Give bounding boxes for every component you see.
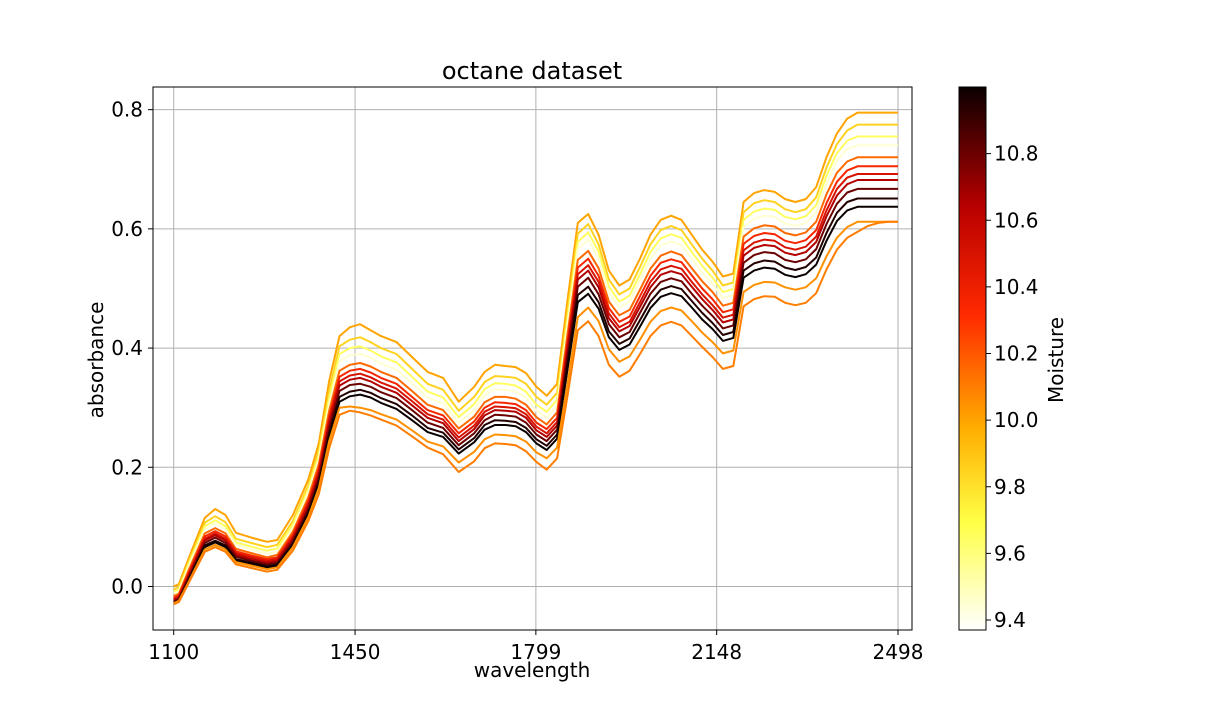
x-tick-label: 1100: [148, 640, 199, 664]
spectrum-line-3: [173, 144, 898, 595]
colorbar-tick-label: 10.8: [994, 142, 1039, 166]
x-tick-label: 1799: [510, 640, 561, 664]
colorbar-ticks: 9.4 9.6 9.8 10.0 10.2 10.4 10.6 10.8: [986, 142, 1039, 632]
y-tick-label: 0.4: [111, 336, 143, 360]
y-axis-label: absorbance: [84, 302, 108, 419]
x-axis-ticks: 1100 1450 1799 2148 2498: [148, 630, 923, 664]
colorbar: [958, 86, 987, 631]
plot-frame: [152, 86, 913, 631]
spectrum-line-0: [173, 111, 898, 588]
colorbar-tick-label: 9.4: [994, 608, 1026, 632]
colorbar-tick-label: 10.0: [994, 408, 1039, 432]
x-tick-label: 1450: [330, 640, 381, 664]
colorbar-label: Moisture: [1044, 317, 1068, 403]
colorbar-tick-label: 10.2: [994, 342, 1039, 366]
x-axis-label: wavelength: [474, 658, 591, 682]
x-tick-label: 2498: [873, 640, 924, 664]
colorbar-tick-label: 10.6: [994, 208, 1039, 232]
chart-title: octane dataset: [442, 57, 622, 85]
spectrum-line-11: [173, 220, 898, 605]
x-tick-label: 2148: [691, 640, 742, 664]
colorbar-tick-label: 10.4: [994, 275, 1039, 299]
colorbar-tick-label: 9.8: [994, 475, 1026, 499]
y-axis-ticks: 0.0 0.2 0.4 0.6 0.8: [111, 98, 153, 598]
spectrum-line-10: [173, 205, 898, 605]
spectrum-line-12: [173, 220, 898, 606]
y-tick-label: 0.8: [111, 98, 143, 122]
colorbar-tick-label: 9.6: [994, 541, 1026, 565]
spectra-lines: [173, 111, 898, 606]
y-tick-label: 0.6: [111, 217, 143, 241]
y-tick-label: 0.0: [111, 574, 143, 598]
y-tick-label: 0.2: [111, 455, 143, 479]
grid-lines: [153, 87, 912, 630]
